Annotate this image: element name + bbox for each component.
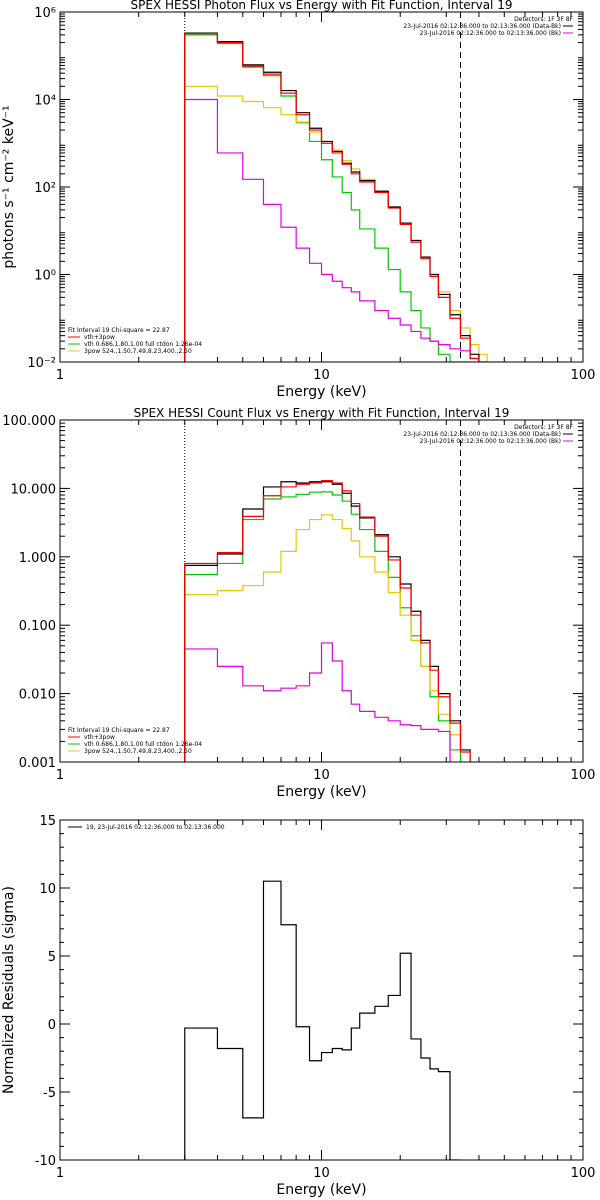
legend-fit-header: Fit Interval 19 Chi-square = 22.87 xyxy=(68,727,170,734)
legend-entry: 19, 23-Jul-2016 02:12:36.000 to 02:13:36… xyxy=(86,824,225,831)
series-group xyxy=(184,880,461,1160)
y-axis-label: photons s⁻¹ cm⁻² keV⁻¹ xyxy=(1,105,17,268)
y-tick-label: 15 xyxy=(39,814,56,829)
series-total xyxy=(184,480,471,762)
series-power xyxy=(184,514,471,762)
legend-detectors: Detectors: 1F 3F 8F xyxy=(514,424,573,431)
plot-frame xyxy=(59,11,584,363)
series-group xyxy=(184,480,471,762)
x-tick-label: 1 xyxy=(56,1166,64,1181)
legend-entry: 23-Jul-2016 02:12:36.000 to 02:13:36.000… xyxy=(403,431,561,438)
legend-entry: 3pow 524.,1.50,7.49,8.23,400.,2.50 xyxy=(84,348,192,355)
x-axis-label: Energy (keV) xyxy=(276,784,366,800)
legend-entry: vth 0.686,1.80,1.00 full ctdon 1.26e-04 xyxy=(84,341,202,348)
y-tick-label: 5 xyxy=(48,950,56,965)
series-background xyxy=(184,642,451,762)
legend-fit-header: Fit Interval 19 Chi-square = 22.87 xyxy=(68,327,170,334)
y-tick-label: 10⁻² xyxy=(27,356,56,371)
legend-entry: 23-Jul-2016 02:12:36.000 to 02:13:36.000… xyxy=(420,30,561,37)
y-tick-label: -5 xyxy=(43,1086,56,1101)
y-tick-label: 100.000 xyxy=(2,414,56,429)
legend-entry: vth 0.686,1.80,1.00 full ctdon 1.26e-04 xyxy=(84,741,202,748)
series-background xyxy=(184,98,480,362)
legend-entry: vth+3pow xyxy=(84,734,115,741)
y-tick-label: 10⁰ xyxy=(34,269,56,284)
legend-detectors: Detectors: 1F 3F 8F xyxy=(514,16,573,23)
y-tick-label: -10 xyxy=(35,1154,56,1169)
y-tick-label: 10.000 xyxy=(11,482,57,497)
chart-title: SPEX HESSI Photon Flux vs Energy with Fi… xyxy=(131,0,513,12)
legend-entry: 23-Jul-2016 02:12:36.000 to 02:13:36.000… xyxy=(403,23,561,30)
y-axis-label: Normalized Residuals (sigma) xyxy=(1,886,17,1094)
legend-entry: vth+3pow xyxy=(84,334,115,341)
y-tick-label: 0 xyxy=(48,1018,56,1033)
series-total xyxy=(184,33,480,362)
x-tick-label: 10 xyxy=(313,368,330,383)
plot-frame xyxy=(59,419,584,763)
x-tick-label: 1 xyxy=(56,368,64,383)
x-tick-label: 100 xyxy=(571,1166,596,1181)
plot-frame xyxy=(59,819,584,1161)
x-tick-label: 10 xyxy=(313,768,330,783)
y-tick-label: 0.001 xyxy=(19,756,56,771)
y-tick-label: 0.010 xyxy=(19,688,56,703)
x-tick-label: 10 xyxy=(313,1166,330,1181)
x-axis-label: Energy (keV) xyxy=(276,1182,366,1198)
x-tick-label: 100 xyxy=(571,768,596,783)
y-tick-label: 10 xyxy=(39,882,56,897)
chart-panel-2: SPEX HESSI Count Flux vs Energy with Fit… xyxy=(2,406,595,800)
x-axis-label: Energy (keV) xyxy=(276,384,366,400)
x-tick-label: 100 xyxy=(571,368,596,383)
y-tick-label: 0.100 xyxy=(19,619,56,634)
y-tick-label: 10⁶ xyxy=(34,6,56,21)
y-tick-label: 1.000 xyxy=(19,551,56,566)
series-residuals xyxy=(184,880,461,1160)
series-group xyxy=(184,32,505,362)
legend-entry: 23-Jul-2016 02:12:36.000 to 02:13:36.000… xyxy=(420,438,561,445)
chart-panel-3: 1 10 100 -10 -5 0 5 10 15 Energy (keV) Normalized … xyxy=(1,814,595,1198)
chart-title: SPEX HESSI Count Flux vs Energy with Fit… xyxy=(134,406,510,420)
y-tick-label: 10² xyxy=(34,181,56,196)
y-tick-label: 10⁴ xyxy=(34,94,56,109)
x-tick-label: 1 xyxy=(56,768,64,783)
legend-entry: 3pow 524.,1.50,7.49,8.23,400.,2.50 xyxy=(84,748,192,755)
chart-panel-1: SPEX HESSI Photon Flux vs Energy with Fi… xyxy=(1,0,595,400)
